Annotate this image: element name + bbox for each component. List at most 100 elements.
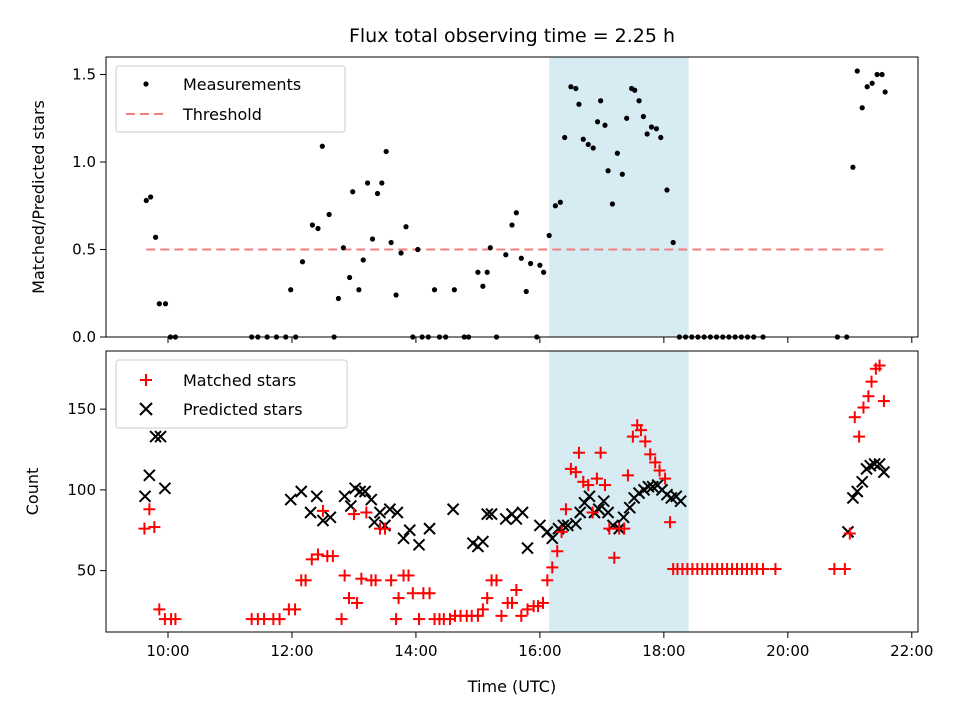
measurement-point [874, 71, 880, 78]
predicted-stars-point [143, 469, 156, 482]
matched-stars-point [342, 592, 355, 605]
predicted-stars-point [368, 515, 381, 529]
bottom-legend: Matched stars Predicted stars [115, 359, 348, 429]
predicted-stars-point [597, 494, 610, 508]
bottom-highlight-band [549, 351, 689, 632]
measurement-point [403, 224, 409, 230]
measurement-point [648, 124, 655, 130]
measurement-point [590, 145, 596, 151]
matched-stars-point [848, 411, 861, 424]
predicted-stars-point [383, 503, 397, 516]
matched-stars-point [305, 553, 318, 566]
predicted-stars-point [446, 503, 460, 516]
matched-stars-point [559, 503, 572, 516]
matched-stars-point [406, 587, 419, 600]
matched-stars-point [360, 506, 373, 519]
legend-measurements-label: Measurements [183, 75, 301, 94]
predicted-stars-point [423, 522, 436, 535]
measurement-point [658, 134, 664, 141]
matched-stars-point [369, 574, 382, 587]
top-legend-box [115, 65, 346, 133]
measurement-point [398, 250, 404, 256]
predicted-stars-point [601, 506, 615, 519]
top-y-tick-label: 1.5 [72, 66, 96, 84]
matched-stars-point [510, 584, 523, 597]
matched-stars-point [653, 464, 666, 477]
matched-stars-point [555, 525, 568, 538]
matched-stars-point [385, 574, 398, 587]
predicted-stars-point [353, 485, 367, 498]
top-y-tick-label: 0.5 [72, 241, 96, 259]
predicted-stars-point [541, 525, 554, 539]
matched-stars-point [586, 506, 599, 519]
predicted-stars-point [623, 501, 636, 514]
measurement-point [487, 245, 493, 251]
measurement-point [670, 239, 676, 246]
matched-stars-point [769, 563, 782, 576]
bottom-x-tick-label: 20:00 [766, 642, 809, 660]
predicted-stars-point [154, 430, 167, 443]
measurement-point [580, 136, 586, 142]
measurement-point [451, 287, 457, 293]
predicted-stars-point [480, 507, 494, 521]
measurement-point [879, 71, 885, 78]
matched-stars-point [594, 446, 607, 459]
top-panel: 0.0 0.5 1.0 1.5 Flux total observing time =… [29, 25, 919, 346]
measurement-point [347, 274, 353, 281]
matched-stars-point [423, 587, 436, 600]
matched-stars-point [495, 609, 508, 622]
matched-stars-point [621, 469, 634, 482]
matched-stars-point [515, 609, 528, 622]
matched-stars-point [143, 503, 156, 516]
measurement-point [619, 171, 625, 177]
measurement-point [644, 131, 650, 137]
matched-stars-point [402, 569, 415, 582]
legend-predicted-marker [139, 402, 153, 416]
predicted-stars-point [284, 493, 297, 506]
measurement-point [350, 189, 356, 195]
legend-matched-label: Matched stars [183, 371, 296, 390]
predicted-stars-point [573, 506, 587, 519]
predicted-stars-point [516, 506, 529, 519]
measurement-point [537, 262, 543, 268]
predicted-stars-point [841, 525, 855, 539]
matched-stars-point [862, 390, 875, 403]
measurement-point [602, 122, 608, 128]
measurement-point [340, 245, 347, 251]
top-x-ticks [167, 337, 913, 343]
predicted-stars-point [546, 532, 559, 545]
matched-stars-point [148, 521, 161, 534]
measurement-point [335, 295, 342, 302]
measurement-point [653, 126, 660, 132]
legend-predicted-label: Predicted stars [183, 400, 303, 419]
matched-stars-point [639, 435, 652, 448]
measurement-point [388, 239, 394, 246]
bottom-axes-frame [105, 350, 919, 633]
matched-stars-point [490, 574, 503, 587]
matched-stars-point [273, 613, 286, 626]
matched-stars-point [546, 561, 559, 574]
matched-stars-point [598, 479, 611, 492]
matched-stars-point [326, 550, 339, 563]
predicted-stars-point [158, 482, 172, 495]
bottom-x-tick-label: 16:00 [518, 642, 561, 660]
top-y-tick-label: 0.0 [72, 328, 96, 346]
predicted-stars-point [338, 490, 351, 503]
matched-stars-point [299, 574, 312, 587]
measurement-points [143, 68, 888, 340]
matched-stars-point [153, 603, 166, 616]
measurement-point [859, 105, 865, 111]
measurement-point [319, 143, 325, 149]
predicted-stars-point [851, 485, 864, 498]
measurement-point [527, 260, 534, 267]
measurement-point [288, 287, 294, 293]
measurement-point [609, 201, 616, 207]
bottom-y-axis-label: Count [23, 468, 42, 516]
measurement-point [369, 236, 376, 242]
matched-stars-point [347, 508, 360, 521]
matched-stars-point [659, 472, 672, 485]
matched-stars-point [392, 592, 405, 605]
matched-stars-point [644, 448, 657, 461]
matched-stars-point [536, 596, 549, 609]
predicted-stars-point [485, 507, 498, 521]
